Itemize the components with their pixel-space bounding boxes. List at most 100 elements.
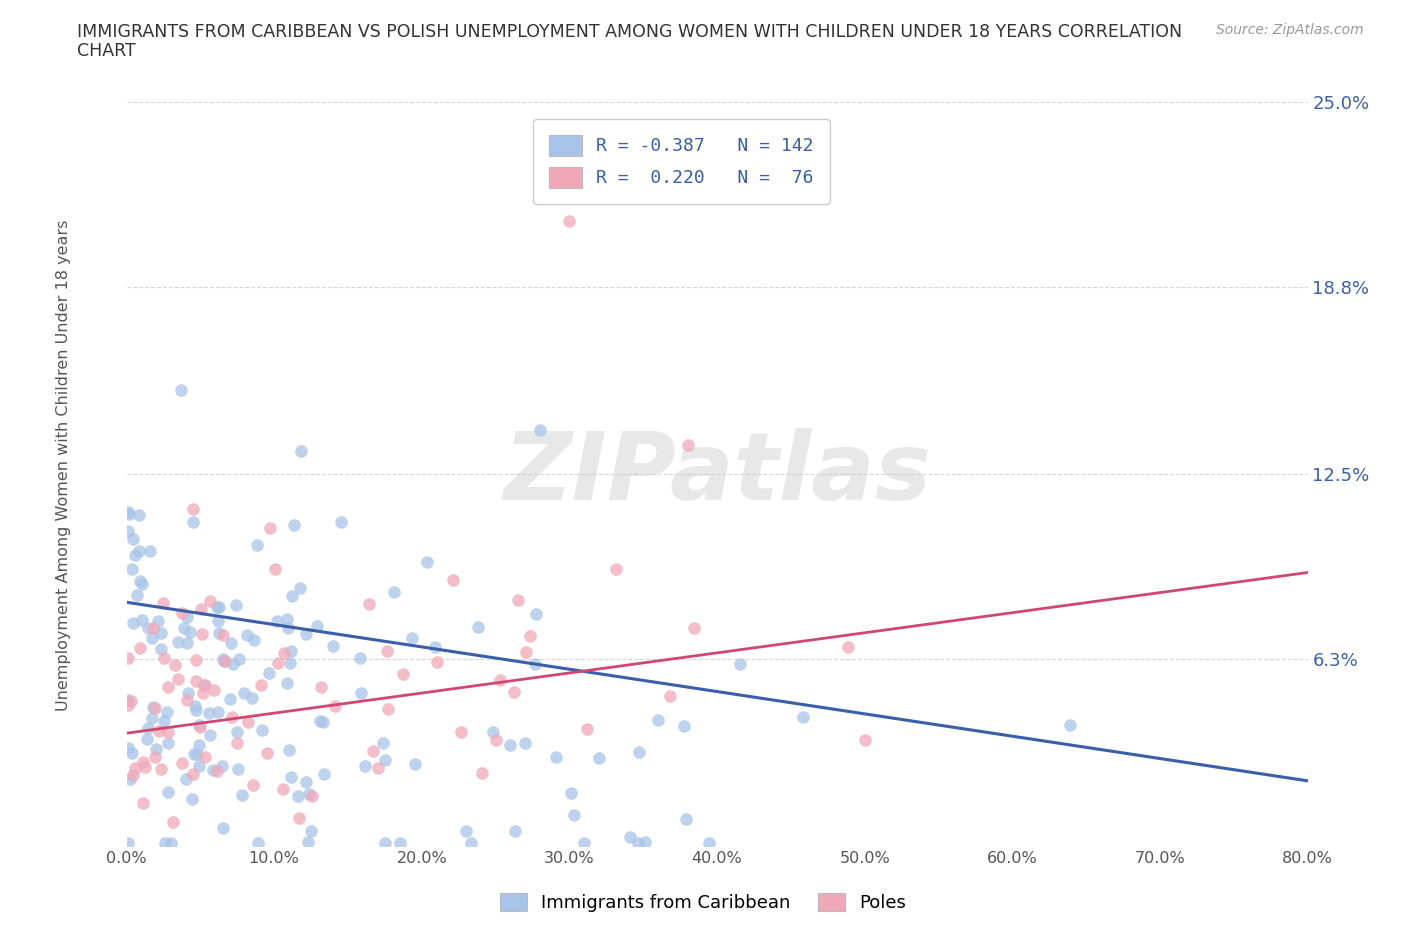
Point <box>273 645 295 660</box>
Text: Source: ZipAtlas.com: Source: ZipAtlas.com <box>1216 23 1364 37</box>
Point <box>277 743 299 758</box>
Point <box>121 745 143 760</box>
Point <box>240 691 263 706</box>
Point <box>371 736 394 751</box>
Point <box>266 613 288 628</box>
Point <box>212 628 235 643</box>
Point <box>236 628 259 643</box>
Point <box>219 636 242 651</box>
Text: Unemployment Among Women with Children Under 18 years: Unemployment Among Women with Children U… <box>56 219 70 711</box>
Point <box>588 751 610 765</box>
Point <box>222 657 245 671</box>
Point <box>225 597 247 612</box>
Point <box>162 815 184 830</box>
Point <box>117 505 139 520</box>
Point <box>426 655 449 670</box>
Point <box>153 713 176 728</box>
Point <box>143 700 166 715</box>
Point <box>136 720 159 735</box>
Point <box>404 757 426 772</box>
Point <box>499 737 522 752</box>
Point <box>188 719 211 734</box>
Point <box>627 836 650 851</box>
Point <box>221 710 243 724</box>
Legend: R = -0.387   N = 142, R =  0.220   N =  76: R = -0.387 N = 142, R = 0.220 N = 76 <box>533 119 830 204</box>
Point <box>155 705 177 720</box>
Point <box>194 750 217 764</box>
Point <box>425 640 447 655</box>
Point <box>153 836 176 851</box>
Text: IMMIGRANTS FROM CARIBBEAN VS POLISH UNEMPLOYMENT AMONG WOMEN WITH CHILDREN UNDER: IMMIGRANTS FROM CARIBBEAN VS POLISH UNEM… <box>77 23 1182 41</box>
Point <box>377 702 399 717</box>
Point <box>242 632 264 647</box>
Point <box>454 823 477 838</box>
Point <box>263 562 285 577</box>
Point <box>276 612 298 627</box>
Point <box>153 650 176 665</box>
Point <box>194 677 217 692</box>
Point <box>181 514 204 529</box>
Point <box>288 581 311 596</box>
Point <box>174 772 197 787</box>
Point <box>205 599 228 614</box>
Point <box>208 626 231 641</box>
Point <box>290 444 312 458</box>
Point <box>256 746 278 761</box>
Point <box>246 538 269 552</box>
Point <box>179 624 201 639</box>
Point <box>176 609 198 624</box>
Point <box>295 627 318 642</box>
Point <box>157 679 180 694</box>
Point <box>544 750 567 764</box>
Point <box>374 752 396 767</box>
Point <box>287 789 309 804</box>
Point <box>191 627 214 642</box>
Point <box>276 675 298 690</box>
Point <box>489 672 512 687</box>
Point <box>312 766 335 781</box>
Point <box>128 543 150 558</box>
Point <box>141 631 163 645</box>
Point <box>225 724 247 739</box>
Point <box>176 635 198 650</box>
Point <box>728 657 751 671</box>
Point <box>619 830 641 844</box>
Point <box>323 698 346 713</box>
Point <box>125 588 148 603</box>
Point <box>389 836 412 851</box>
Point <box>627 744 650 759</box>
Point <box>183 747 205 762</box>
Point <box>121 531 143 546</box>
Point <box>207 614 229 629</box>
Point <box>124 761 146 776</box>
Point <box>190 602 212 617</box>
Point <box>312 714 335 729</box>
Point <box>233 685 256 700</box>
Point <box>129 641 152 656</box>
Point <box>187 737 209 752</box>
Point <box>523 657 546 671</box>
Point <box>401 631 423 645</box>
Point <box>482 724 505 739</box>
Point <box>211 652 233 667</box>
Point <box>131 577 153 591</box>
Point <box>163 658 186 672</box>
Point <box>193 677 215 692</box>
Point <box>226 762 249 777</box>
Point <box>658 688 681 703</box>
Point <box>187 718 209 733</box>
Point <box>170 382 193 397</box>
Point <box>181 501 204 516</box>
Point <box>506 592 529 607</box>
Point <box>139 543 162 558</box>
Point <box>198 594 221 609</box>
Point <box>152 595 174 610</box>
Point <box>201 763 224 777</box>
Point <box>117 693 139 708</box>
Point <box>143 749 166 764</box>
Point <box>117 651 139 666</box>
Point <box>359 597 381 612</box>
Point <box>132 754 155 769</box>
Point <box>467 619 489 634</box>
Legend: Immigrants from Caribbean, Poles: Immigrants from Caribbean, Poles <box>491 884 915 921</box>
